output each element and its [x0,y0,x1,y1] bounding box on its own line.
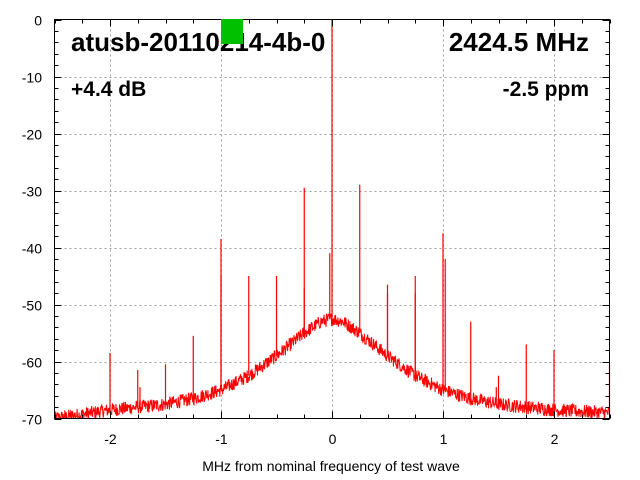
y-tick-label: -60 [22,355,42,371]
y-tick-label: -20 [22,127,42,143]
axis-tick-labels: -2 -1 0 1 20-10-20-30-40-50-60-70 [22,13,559,448]
x-axis-label: MHz from nominal frequency of test wave [202,458,460,474]
y-tick-label: 0 [34,13,42,29]
y-tick-label: -50 [22,298,42,314]
y-tick-label: -40 [22,241,42,257]
status-indicator [221,19,243,44]
noise-floor-trace [54,313,610,420]
ppm-label: -2.5 ppm [503,78,589,101]
x-tick-label: 1 [440,431,448,447]
y-tick-label: -70 [22,412,42,428]
x-tick-label: -2 [104,431,117,447]
y-tick-label: -30 [22,184,42,200]
frequency-label: 2424.5 MHz [449,27,589,57]
spectrum-trace [54,19,611,420]
axis-ticks [54,19,611,420]
x-tick-label: 0 [329,431,337,447]
y-tick-label: -10 [22,70,42,86]
x-tick-label: 2 [551,431,559,447]
device-label: atusb-20110214-4b-0 [71,27,325,57]
x-tick-label: -1 [215,431,228,447]
gain-label: +4.4 dB [71,78,146,101]
